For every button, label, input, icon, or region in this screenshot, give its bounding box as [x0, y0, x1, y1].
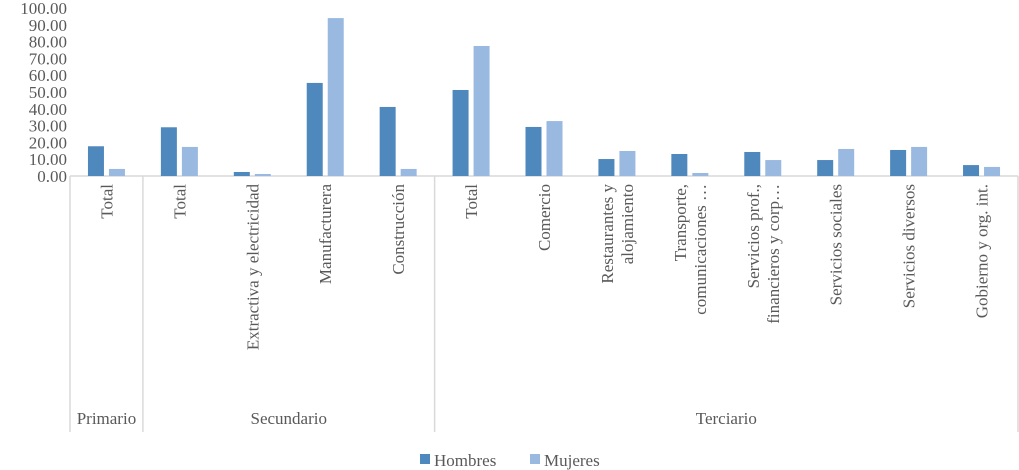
bar-mujeres: [619, 150, 636, 176]
bar-hombres: [744, 151, 761, 176]
bar-hombres: [890, 149, 907, 176]
y-tick-label: 0.00: [37, 167, 67, 186]
bar-hombres: [525, 126, 542, 176]
category-label-line: Gobierno y org. int.: [973, 184, 992, 318]
category-label: Transporte,comunicaciones …: [671, 184, 710, 315]
bar-hombres: [160, 127, 177, 176]
category-label: Manufacturera: [316, 184, 335, 285]
y-tick-label: 80.00: [29, 33, 67, 52]
bar-mujeres: [473, 45, 490, 176]
category-label-line: Servicios prof.,: [744, 184, 763, 288]
category-label-line: Total: [97, 184, 116, 219]
y-tick-label: 70.00: [29, 49, 67, 68]
bar-hombres: [817, 160, 834, 176]
bar-hombres: [233, 171, 250, 176]
y-tick-label: 30.00: [29, 117, 67, 136]
bar-hombres: [452, 89, 469, 176]
y-tick-label: 20.00: [29, 133, 67, 152]
category-label-line: Total: [462, 184, 481, 219]
category-label: Total: [170, 184, 189, 219]
bar-hombres: [306, 82, 323, 176]
category-label-line: financieros y corp…: [764, 184, 783, 324]
legend-label: Hombres: [434, 451, 496, 470]
bar-mujeres: [984, 166, 1001, 176]
y-tick-label: 100.00: [20, 0, 67, 18]
group-label: Primario: [77, 409, 137, 428]
legend-swatch: [420, 454, 430, 464]
category-label-line: Transporte,: [671, 184, 690, 261]
bar-hombres: [963, 165, 980, 176]
bar-mujeres: [327, 18, 344, 176]
y-tick-label: 50.00: [29, 83, 67, 102]
category-label: Total: [462, 184, 481, 219]
bar-mujeres: [911, 146, 928, 176]
group-label: Terciario: [696, 409, 757, 428]
bar-mujeres: [765, 160, 782, 176]
category-label: Comercio: [535, 184, 554, 251]
legend-swatch: [530, 454, 540, 464]
bar-mujeres: [400, 168, 417, 176]
category-label-line: Extractiva y electricidad: [243, 184, 262, 351]
y-tick-label: 40.00: [29, 100, 67, 119]
y-tick-label: 60.00: [29, 66, 67, 85]
category-label: Total: [97, 184, 116, 219]
category-label: Extractiva y electricidad: [243, 184, 262, 351]
category-label-line: Construcción: [389, 184, 408, 275]
category-label: Servicios sociales: [827, 184, 846, 305]
category-label-line: Servicios sociales: [827, 184, 846, 305]
bar-hombres: [379, 106, 396, 176]
bar-hombres: [87, 146, 104, 176]
category-label-line: Servicios diversos: [900, 184, 919, 308]
bar-mujeres: [108, 168, 125, 176]
category-label-line: Manufacturera: [316, 184, 335, 285]
bar-mujeres: [181, 146, 198, 176]
bar-mujeres: [692, 172, 709, 176]
category-label: Restaurantes yalojamiento: [598, 184, 637, 284]
category-label-line: Comercio: [535, 184, 554, 251]
category-label-line: Total: [170, 184, 189, 219]
legend-label: Mujeres: [544, 451, 600, 470]
category-label-line: Restaurantes y: [598, 184, 617, 284]
category-label-line: alojamiento: [618, 184, 637, 264]
bar-mujeres: [546, 121, 563, 176]
category-label: Servicios prof.,financieros y corp…: [744, 184, 783, 324]
group-label: Secundario: [251, 409, 327, 428]
y-tick-label: 90.00: [29, 16, 67, 35]
bar-hombres: [671, 153, 688, 176]
bar-mujeres: [838, 148, 855, 176]
bar-hombres: [598, 159, 615, 176]
y-tick-label: 10.00: [29, 150, 67, 169]
category-label: Construcción: [389, 184, 408, 275]
category-label: Servicios diversos: [900, 184, 919, 308]
bar-mujeres: [254, 173, 271, 176]
category-label-line: comunicaciones …: [691, 184, 710, 315]
category-label: Gobierno y org. int.: [973, 184, 992, 318]
